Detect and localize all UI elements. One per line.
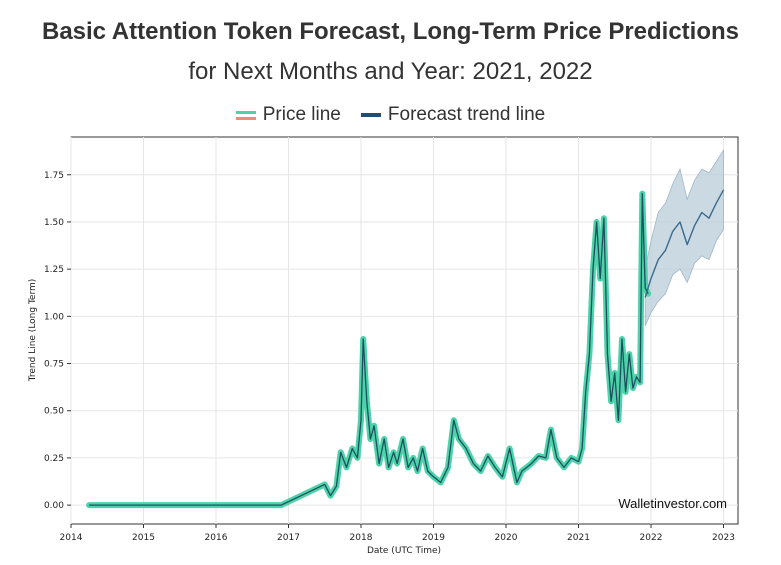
- y-tick-label: 0.75: [44, 360, 64, 370]
- x-axis-ticks: 2014 2015 2016 2017 2018 2019 2020 2021 2022 2023: [60, 524, 735, 543]
- series-lines: [86, 189, 725, 509]
- y-tick-label: 0.00: [44, 501, 64, 511]
- chart-title-line1: Basic Attention Token Forecast, Long-Ter…: [0, 17, 781, 47]
- chart-legend: Price line Forecast trend line: [0, 104, 781, 126]
- title-normal-2: Price Predictions: [536, 18, 740, 45]
- price-line: [89, 192, 649, 506]
- y-tick-label: 1.25: [44, 265, 64, 275]
- y-tick-label: 1.75: [44, 171, 64, 181]
- chart-title-line2: for Next Months and Year: 2021, 2022: [188, 58, 593, 85]
- title-normal-1: Forecast,: [292, 18, 413, 45]
- x-tick-label: 2020: [495, 533, 518, 543]
- title-bold-1: Basic Attention Token: [41, 18, 293, 45]
- x-tick-label: 2018: [350, 533, 373, 543]
- y-tick-label: 1.00: [44, 312, 64, 322]
- x-tick-label: 2022: [640, 533, 663, 543]
- x-tick-label: 2021: [567, 533, 590, 543]
- legend-label-forecast: Forecast trend line: [387, 104, 546, 125]
- title-bold-2: Long-Term: [412, 18, 537, 45]
- x-tick-label: 2019: [422, 533, 445, 543]
- price-line-swatch: [235, 110, 256, 120]
- y-tick-label: 0.25: [44, 454, 64, 464]
- legend-item-price[interactable]: Price line: [235, 104, 341, 126]
- x-tick-label: 2014: [60, 533, 83, 543]
- x-tick-label: 2023: [712, 533, 735, 543]
- y-tick-label: 0.50: [44, 407, 64, 417]
- forecast-confidence-band: [644, 148, 724, 326]
- y-tick-label: 1.50: [44, 218, 64, 228]
- forecast-band: [644, 148, 724, 326]
- x-tick-label: 2015: [132, 533, 155, 543]
- x-tick-label: 2017: [277, 533, 300, 543]
- legend-label-price: Price line: [262, 104, 341, 125]
- forecast-trend-line: [644, 189, 725, 298]
- x-axis-label: Date (UTC Time): [367, 546, 441, 556]
- legend-item-forecast[interactable]: Forecast trend line: [360, 104, 546, 126]
- y-axis-label: Trend Line (Long Term): [28, 279, 38, 383]
- forecast-line-swatch: [360, 113, 381, 117]
- y-axis-ticks: 0.00 0.25 0.50 0.75 1.00 1.25 1.50 1.75: [44, 171, 71, 511]
- x-tick-label: 2016: [205, 533, 228, 543]
- watermark: Walletinvestor.com: [618, 496, 727, 511]
